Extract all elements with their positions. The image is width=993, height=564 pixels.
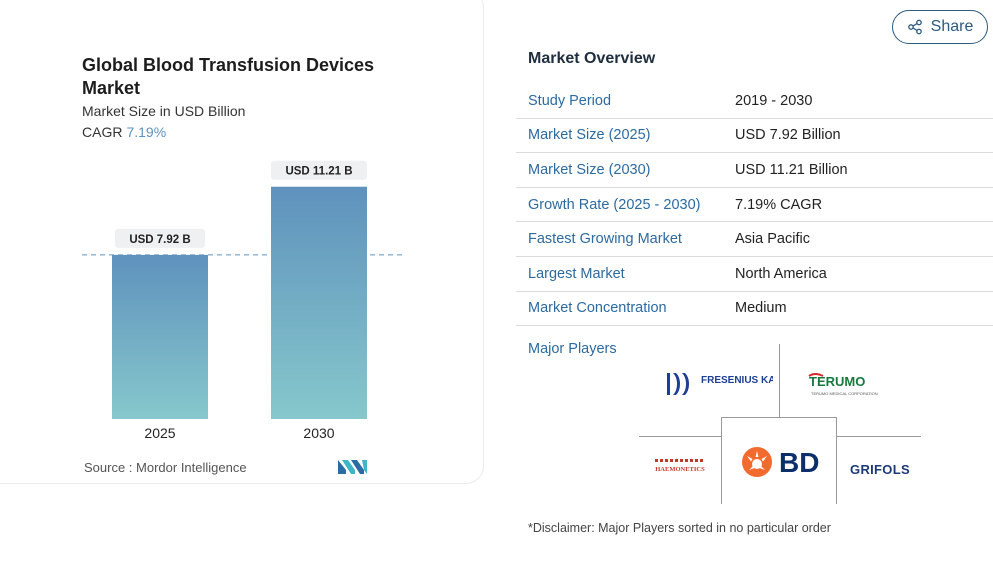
overview-row-value: Asia Pacific — [735, 231, 810, 248]
chart-source: Source : Mordor Intelligence — [84, 460, 247, 475]
overview-row-value: 7.19% CAGR — [735, 196, 823, 213]
bd-text: BD — [779, 447, 819, 478]
data-label: USD 11.21 B — [285, 166, 352, 178]
overview-row-label: Growth Rate (2025 - 2030) — [528, 196, 701, 213]
overview-row-value: North America — [735, 265, 827, 282]
terumo-tagline: TERUMO MEDICAL CORPORATION — [811, 391, 878, 396]
terumo-icon: TERUMO TERUMO MEDICAL CORPORATION — [808, 373, 878, 396]
terumo-logo: TERUMO TERUMO MEDICAL CORPORATION — [799, 368, 909, 400]
bar-chart: USD 7.92 B 2025 USD 11.21 B 2030 — [82, 160, 402, 441]
bd-logo: BD — [739, 442, 829, 482]
overview-row-label: Market Size (2030) — [528, 161, 651, 178]
x-tick-label: 2025 — [144, 425, 175, 441]
major-players-grid: FRESENIUS KABI TERUMO TERUMO MEDICAL COR… — [639, 344, 921, 504]
market-overview-title: Market Overview — [528, 50, 656, 67]
major-players-label: Major Players — [528, 341, 617, 357]
disclaimer: *Disclaimer: Major Players sorted in no … — [528, 521, 831, 535]
overview-row: Largest Market North America — [516, 257, 993, 292]
overview-row: Study Period 2019 - 2030 — [516, 84, 993, 119]
fresenius-kabi-icon: FRESENIUS KABI — [667, 373, 773, 395]
chart-title: Global Blood Transfusion Devices Market — [82, 55, 375, 98]
haemonetics-logo: HAEMONETICS — [643, 448, 717, 482]
haemonetics-icon: HAEMONETICS — [655, 459, 705, 473]
cagr: CAGR 7.19% — [82, 124, 166, 140]
grifols-text: GRIFOLS — [850, 461, 910, 477]
overview-row-label: Study Period — [528, 92, 612, 109]
market-overview-table: Study Period 2019 - 2030 Market Size (2025… — [516, 84, 993, 327]
share-icon — [907, 19, 922, 35]
overview-row: Growth Rate (2025 - 2030) 7.19% CAGR — [516, 188, 993, 223]
overview-row: Market Size (2025) USD 7.92 Billion — [516, 119, 993, 154]
overview-row: Market Size (2030) USD 11.21 Billion — [516, 153, 993, 188]
overview-row-label: Market Size (2025) — [528, 127, 651, 144]
chart-card — [0, 0, 484, 484]
overview-row-value: USD 7.92 Billion — [735, 127, 841, 144]
bar-2030 — [271, 186, 367, 419]
overview-row-label: Fastest Growing Market — [528, 231, 682, 248]
terumo-text: TERUMO — [809, 374, 865, 389]
share-label: Share — [930, 18, 974, 35]
cagr-value: 7.19% — [126, 124, 167, 140]
fresenius-kabi-logo: FRESENIUS KABI — [663, 364, 773, 404]
overview-row: Fastest Growing Market Asia Pacific — [516, 222, 993, 257]
mordor-intelligence-logo — [338, 460, 367, 474]
overview-row-label: Market Concentration — [528, 300, 667, 317]
data-label: USD 7.92 B — [129, 234, 190, 246]
share-button[interactable]: Share — [892, 10, 988, 44]
x-tick-label: 2030 — [303, 425, 334, 441]
bar-2025 — [112, 254, 208, 419]
overview-row-value: Medium — [735, 300, 787, 317]
overview-row-value: 2019 - 2030 — [735, 92, 813, 109]
data-label-bg — [115, 228, 205, 248]
haemonetics-text: HAEMONETICS — [655, 466, 705, 473]
grifols-logo: GRIFOLS — [845, 456, 915, 482]
cagr-label: CAGR — [82, 124, 123, 140]
chart-subtitle: Market Size in USD Billion — [82, 103, 246, 119]
overview-row-label: Largest Market — [528, 265, 625, 282]
overview-row-value: USD 11.21 Billion — [735, 161, 848, 178]
bd-icon: BD — [742, 447, 819, 478]
overview-row: Market Concentration Medium — [516, 292, 993, 327]
fresenius-text: FRESENIUS KABI — [701, 375, 773, 386]
data-label-bg — [271, 160, 367, 180]
